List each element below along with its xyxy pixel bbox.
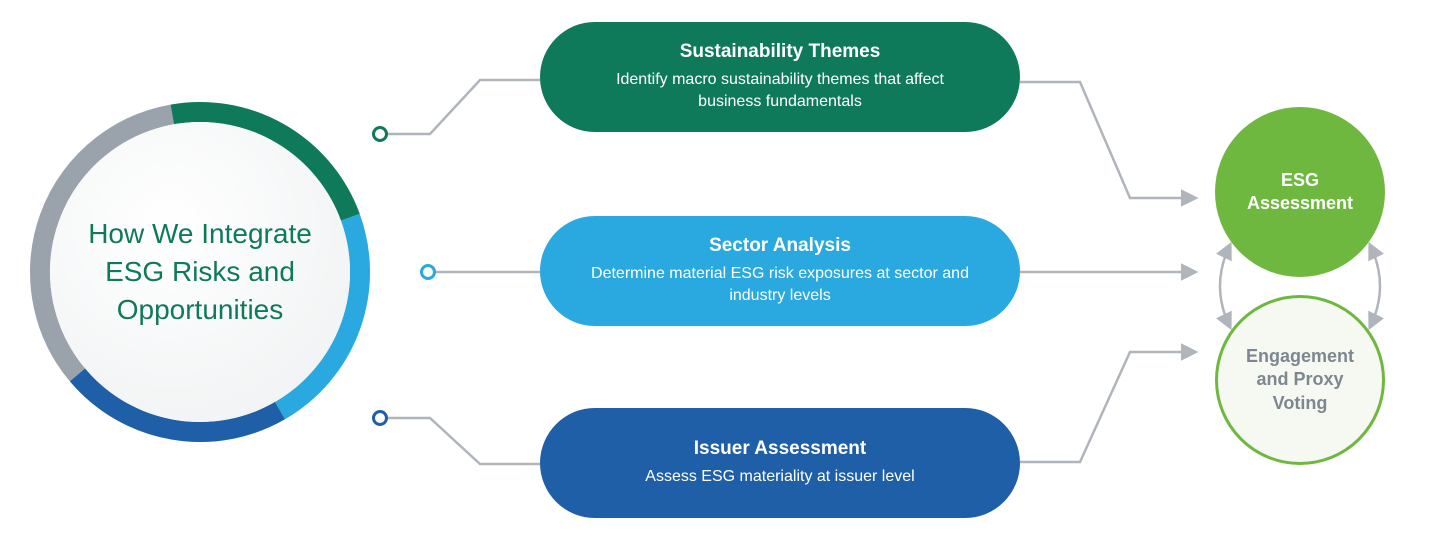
diagram-canvas: How We Integrate ESG Risks and Opportuni…	[0, 0, 1440, 543]
pill-issuer: Issuer Assessment Assess ESG materiality…	[540, 408, 1020, 518]
pill-sector: Sector Analysis Determine material ESG r…	[540, 216, 1020, 326]
pill-title: Sector Analysis	[709, 235, 851, 257]
pill-title: Sustainability Themes	[680, 41, 881, 63]
connector-dot	[420, 264, 436, 280]
pill-desc: Assess ESG materiality at issuer level	[645, 466, 914, 488]
output-label: Engagement and Proxy Voting	[1238, 345, 1362, 415]
main-circle: How We Integrate ESG Risks and Opportuni…	[50, 122, 350, 422]
connector-dot	[372, 126, 388, 142]
output-label: ESG Assessment	[1238, 169, 1362, 216]
connector-dot	[372, 410, 388, 426]
pill-desc: Determine material ESG risk exposures at…	[590, 263, 970, 306]
main-circle-label: How We Integrate ESG Risks and Opportuni…	[80, 215, 320, 328]
output-esg-assessment: ESG Assessment	[1215, 107, 1385, 277]
pill-sustainability: Sustainability Themes Identify macro sus…	[540, 22, 1020, 132]
pill-desc: Identify macro sustainability themes tha…	[590, 69, 970, 112]
pill-title: Issuer Assessment	[694, 438, 867, 460]
output-engagement-proxy: Engagement and Proxy Voting	[1215, 295, 1385, 465]
